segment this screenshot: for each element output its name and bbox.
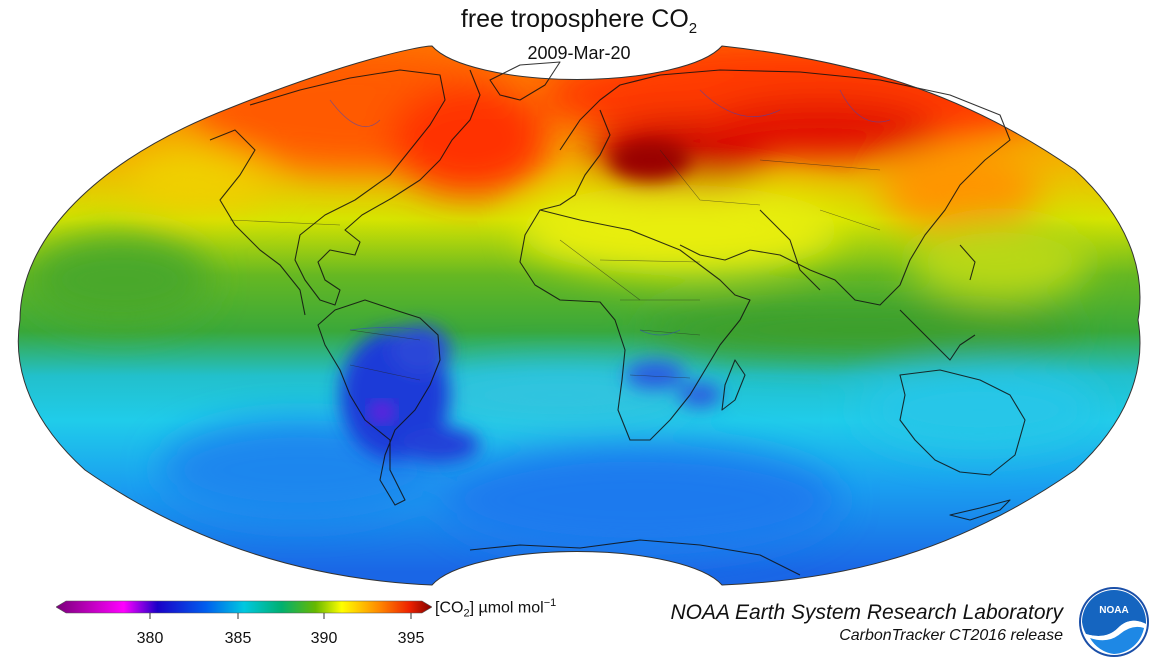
globe-outline (17, 45, 1141, 586)
country-borders (229, 149, 881, 381)
credit-lab: NOAA Earth System Research Laboratory (670, 601, 1063, 624)
colorbar-tick-label: 390 (310, 630, 338, 647)
co2-field (18, 46, 1140, 585)
colorbar-tick-label: 395 (397, 630, 425, 647)
colorbar-tick-label: 380 (136, 630, 164, 647)
coastlines (209, 61, 1026, 576)
colorbar-gradient (56, 600, 432, 614)
colorbar-title: [CO2] µmol mol−1 (435, 597, 557, 620)
title-block: free troposphere CO2 2009-Mar-20 (0, 4, 1158, 64)
credit-release: CarbonTracker CT2016 release (839, 627, 1063, 644)
noaa-logo-text: NOAA (1099, 605, 1128, 616)
map-title: free troposphere CO2 (460, 5, 698, 37)
rivers (329, 89, 891, 336)
colorbar (56, 600, 432, 619)
noaa-logo-icon: NOAA (1079, 587, 1149, 657)
colorbar-tick-label: 385 (224, 630, 252, 647)
map-date: 2009-Mar-20 (527, 43, 631, 63)
